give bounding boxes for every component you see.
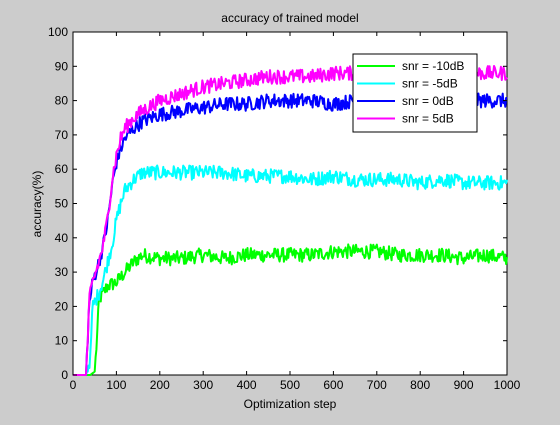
y-axis-label: accuracy(%) bbox=[30, 171, 44, 238]
x-tick-label: 200 bbox=[150, 378, 170, 392]
x-tick-label: 0 bbox=[70, 378, 77, 392]
x-tick-label: 700 bbox=[367, 378, 387, 392]
x-tick-label: 1000 bbox=[494, 378, 521, 392]
ticks-layer: 0 100 200 300 400 500 600 700 800 900 1000 0 10 20 30 4… bbox=[48, 25, 521, 392]
legend-label: snr = 5dB bbox=[402, 112, 454, 126]
y-tick-label: 70 bbox=[55, 128, 69, 142]
y-tick-label: 30 bbox=[55, 265, 69, 279]
x-tick-label: 800 bbox=[410, 378, 430, 392]
x-tick-label: 500 bbox=[280, 378, 300, 392]
y-tick-label: 100 bbox=[48, 25, 68, 39]
x-tick-label: 900 bbox=[454, 378, 474, 392]
x-tick-label: 100 bbox=[106, 378, 126, 392]
series-line-1 bbox=[72, 243, 508, 376]
legend-label: snr = -5dB bbox=[402, 77, 458, 91]
x-axis-label: Optimization step bbox=[244, 397, 337, 411]
x-tick-label: 300 bbox=[193, 378, 213, 392]
y-tick-label: 60 bbox=[55, 162, 69, 176]
y-tick-label: 10 bbox=[55, 334, 69, 348]
legend: snr = -10dB snr = -5dB snr = 0dB snr = 5dB bbox=[352, 53, 478, 133]
series-layer bbox=[72, 65, 508, 376]
legend-label: snr = 0dB bbox=[402, 94, 454, 108]
legend-label: snr = -10dB bbox=[402, 59, 464, 73]
y-tick-label: 80 bbox=[55, 94, 69, 108]
y-tick-label: 20 bbox=[55, 299, 69, 313]
x-tick-label: 400 bbox=[237, 378, 257, 392]
y-tick-label: 90 bbox=[55, 59, 69, 73]
y-tick-label: 0 bbox=[61, 368, 68, 382]
y-tick-label: 40 bbox=[55, 231, 69, 245]
y-tick-label: 50 bbox=[55, 197, 69, 211]
x-tick-label: 600 bbox=[323, 378, 343, 392]
chart-title: accuracy of trained model bbox=[221, 11, 358, 25]
series-line-2 bbox=[72, 164, 508, 376]
